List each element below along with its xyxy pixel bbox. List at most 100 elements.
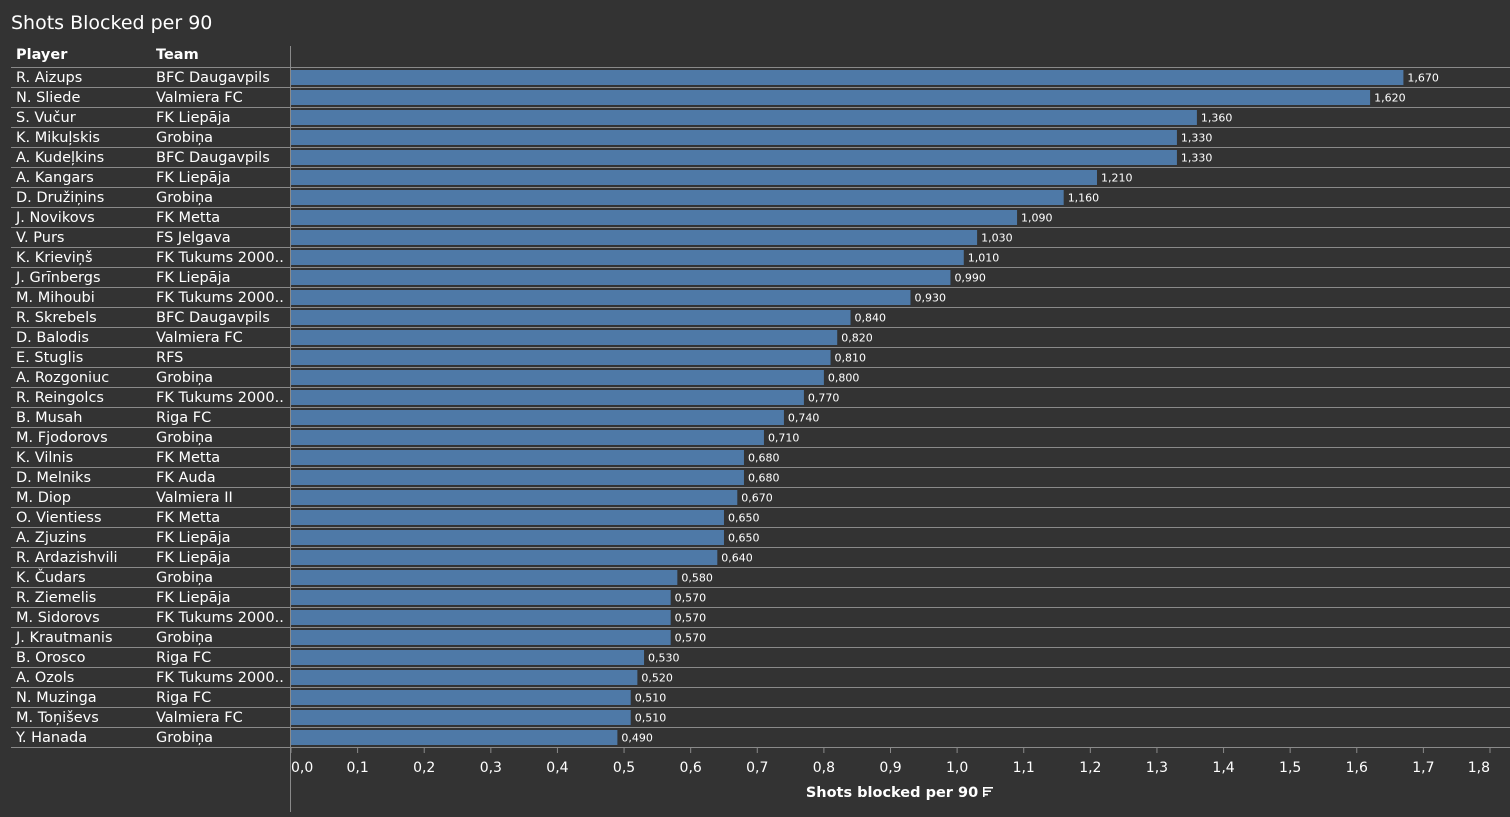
bar[interactable] [291, 430, 764, 445]
bar[interactable] [291, 270, 951, 285]
bar-value-label: 0,490 [621, 732, 653, 745]
bar-value-label: 0,650 [728, 532, 760, 545]
bar[interactable] [291, 570, 678, 585]
player-name: K. Mikuļskis [16, 130, 100, 146]
bar-value-label: 0,570 [675, 592, 707, 605]
team-column-header[interactable]: Team [156, 47, 199, 63]
bar[interactable] [291, 390, 804, 405]
bar[interactable] [291, 610, 671, 625]
player-name: R. Skrebels [16, 310, 97, 326]
bar[interactable] [291, 190, 1064, 205]
x-tick-label: 0,2 [413, 760, 435, 776]
bar[interactable] [291, 690, 631, 705]
x-tick-label: 1,0 [946, 760, 968, 776]
bar[interactable] [291, 590, 671, 605]
bar[interactable] [291, 230, 978, 245]
team-name: Grobiņa [156, 570, 213, 586]
bar-value-label: 0,510 [635, 692, 667, 705]
x-tick-label: 0,1 [346, 760, 368, 776]
team-name: Grobiņa [156, 370, 213, 386]
team-name: RFS [156, 350, 183, 366]
bar[interactable] [291, 530, 724, 545]
bar-value-label: 1,330 [1181, 132, 1213, 145]
x-tick-label: 0,8 [813, 760, 835, 776]
bar[interactable] [291, 710, 631, 725]
team-name: FK Tukums 2000.. [156, 250, 284, 266]
bar[interactable] [291, 470, 744, 485]
x-tick-label: 1,4 [1212, 760, 1234, 776]
team-name: FK Liepāja [156, 550, 231, 566]
bar-value-label: 0,570 [675, 632, 707, 645]
bar[interactable] [291, 90, 1371, 105]
bar-value-label: 0,840 [855, 312, 887, 325]
x-tick-label: 0,7 [746, 760, 768, 776]
bar[interactable] [291, 630, 671, 645]
player-column-header[interactable]: Player [16, 47, 68, 63]
team-name: FK Liepāja [156, 170, 231, 186]
player-name: S. Vučur [16, 110, 76, 126]
bar-value-label: 1,090 [1021, 212, 1052, 225]
bar-value-label: 0,810 [835, 352, 867, 365]
bar-value-label: 1,010 [968, 252, 1000, 265]
player-name: O. Vientiess [16, 510, 102, 526]
team-name: Grobiņa [156, 190, 213, 206]
player-name: N. Sliede [16, 90, 80, 106]
bar[interactable] [291, 330, 838, 345]
bar[interactable] [291, 370, 824, 385]
bar[interactable] [291, 350, 831, 365]
bar-value-label: 0,670 [741, 492, 773, 505]
bar[interactable] [291, 410, 784, 425]
team-name: BFC Daugavpils [156, 310, 270, 326]
bar[interactable] [291, 510, 724, 525]
player-name: D. Družiņins [16, 190, 104, 206]
bar[interactable] [291, 290, 911, 305]
team-name: BFC Daugavpils [156, 150, 270, 166]
bar[interactable] [291, 550, 718, 565]
team-name: Valmiera FC [156, 330, 243, 346]
player-name: R. Aizups [16, 70, 82, 86]
player-name: J. Novikovs [15, 210, 95, 226]
bar[interactable] [291, 70, 1404, 85]
bar[interactable] [291, 210, 1018, 225]
player-name: J. Krautmanis [15, 630, 113, 646]
sort-icon[interactable] [982, 786, 994, 798]
bar-value-label: 1,360 [1201, 112, 1233, 125]
player-name: M. Fjodorovs [16, 430, 108, 446]
bar[interactable] [291, 130, 1177, 145]
team-name: FK Tukums 2000.. [156, 610, 284, 626]
bar[interactable] [291, 310, 851, 325]
team-name: Riga FC [156, 690, 211, 706]
x-tick-label: 0,0 [291, 760, 313, 776]
x-tick-label: 0,5 [613, 760, 635, 776]
player-name: M. Sidorovs [16, 610, 100, 626]
x-tick-label: 0,4 [546, 760, 568, 776]
bar[interactable] [291, 170, 1097, 185]
player-name: A. Rozgoniuc [16, 370, 109, 386]
x-tick-label: 1,3 [1146, 760, 1168, 776]
bar-value-label: 0,710 [768, 432, 800, 445]
player-name: D. Melniks [16, 470, 91, 486]
bar[interactable] [291, 670, 638, 685]
player-name: E. Stuglis [16, 350, 83, 366]
bar-value-label: 0,770 [808, 392, 840, 405]
x-tick-label: 1,5 [1279, 760, 1301, 776]
bar-value-label: 1,030 [981, 232, 1013, 245]
x-tick-label: 0,3 [480, 760, 502, 776]
player-name: A. Ozols [16, 670, 74, 686]
player-name: M. Toņiševs [16, 710, 99, 726]
team-name: FK Metta [156, 210, 220, 226]
bar[interactable] [291, 650, 645, 665]
bar[interactable] [291, 110, 1197, 125]
bar[interactable] [291, 730, 618, 745]
team-name: FK Auda [156, 470, 216, 486]
player-name: R. Reingolcs [16, 390, 104, 406]
team-name: Grobiņa [156, 730, 213, 746]
player-name: K. Čudars [16, 568, 86, 586]
x-tick-label: 0,6 [680, 760, 702, 776]
bar[interactable] [291, 250, 964, 265]
team-name: FK Tukums 2000.. [156, 390, 284, 406]
bar[interactable] [291, 490, 738, 505]
bar[interactable] [291, 450, 744, 465]
bar[interactable] [291, 150, 1177, 165]
